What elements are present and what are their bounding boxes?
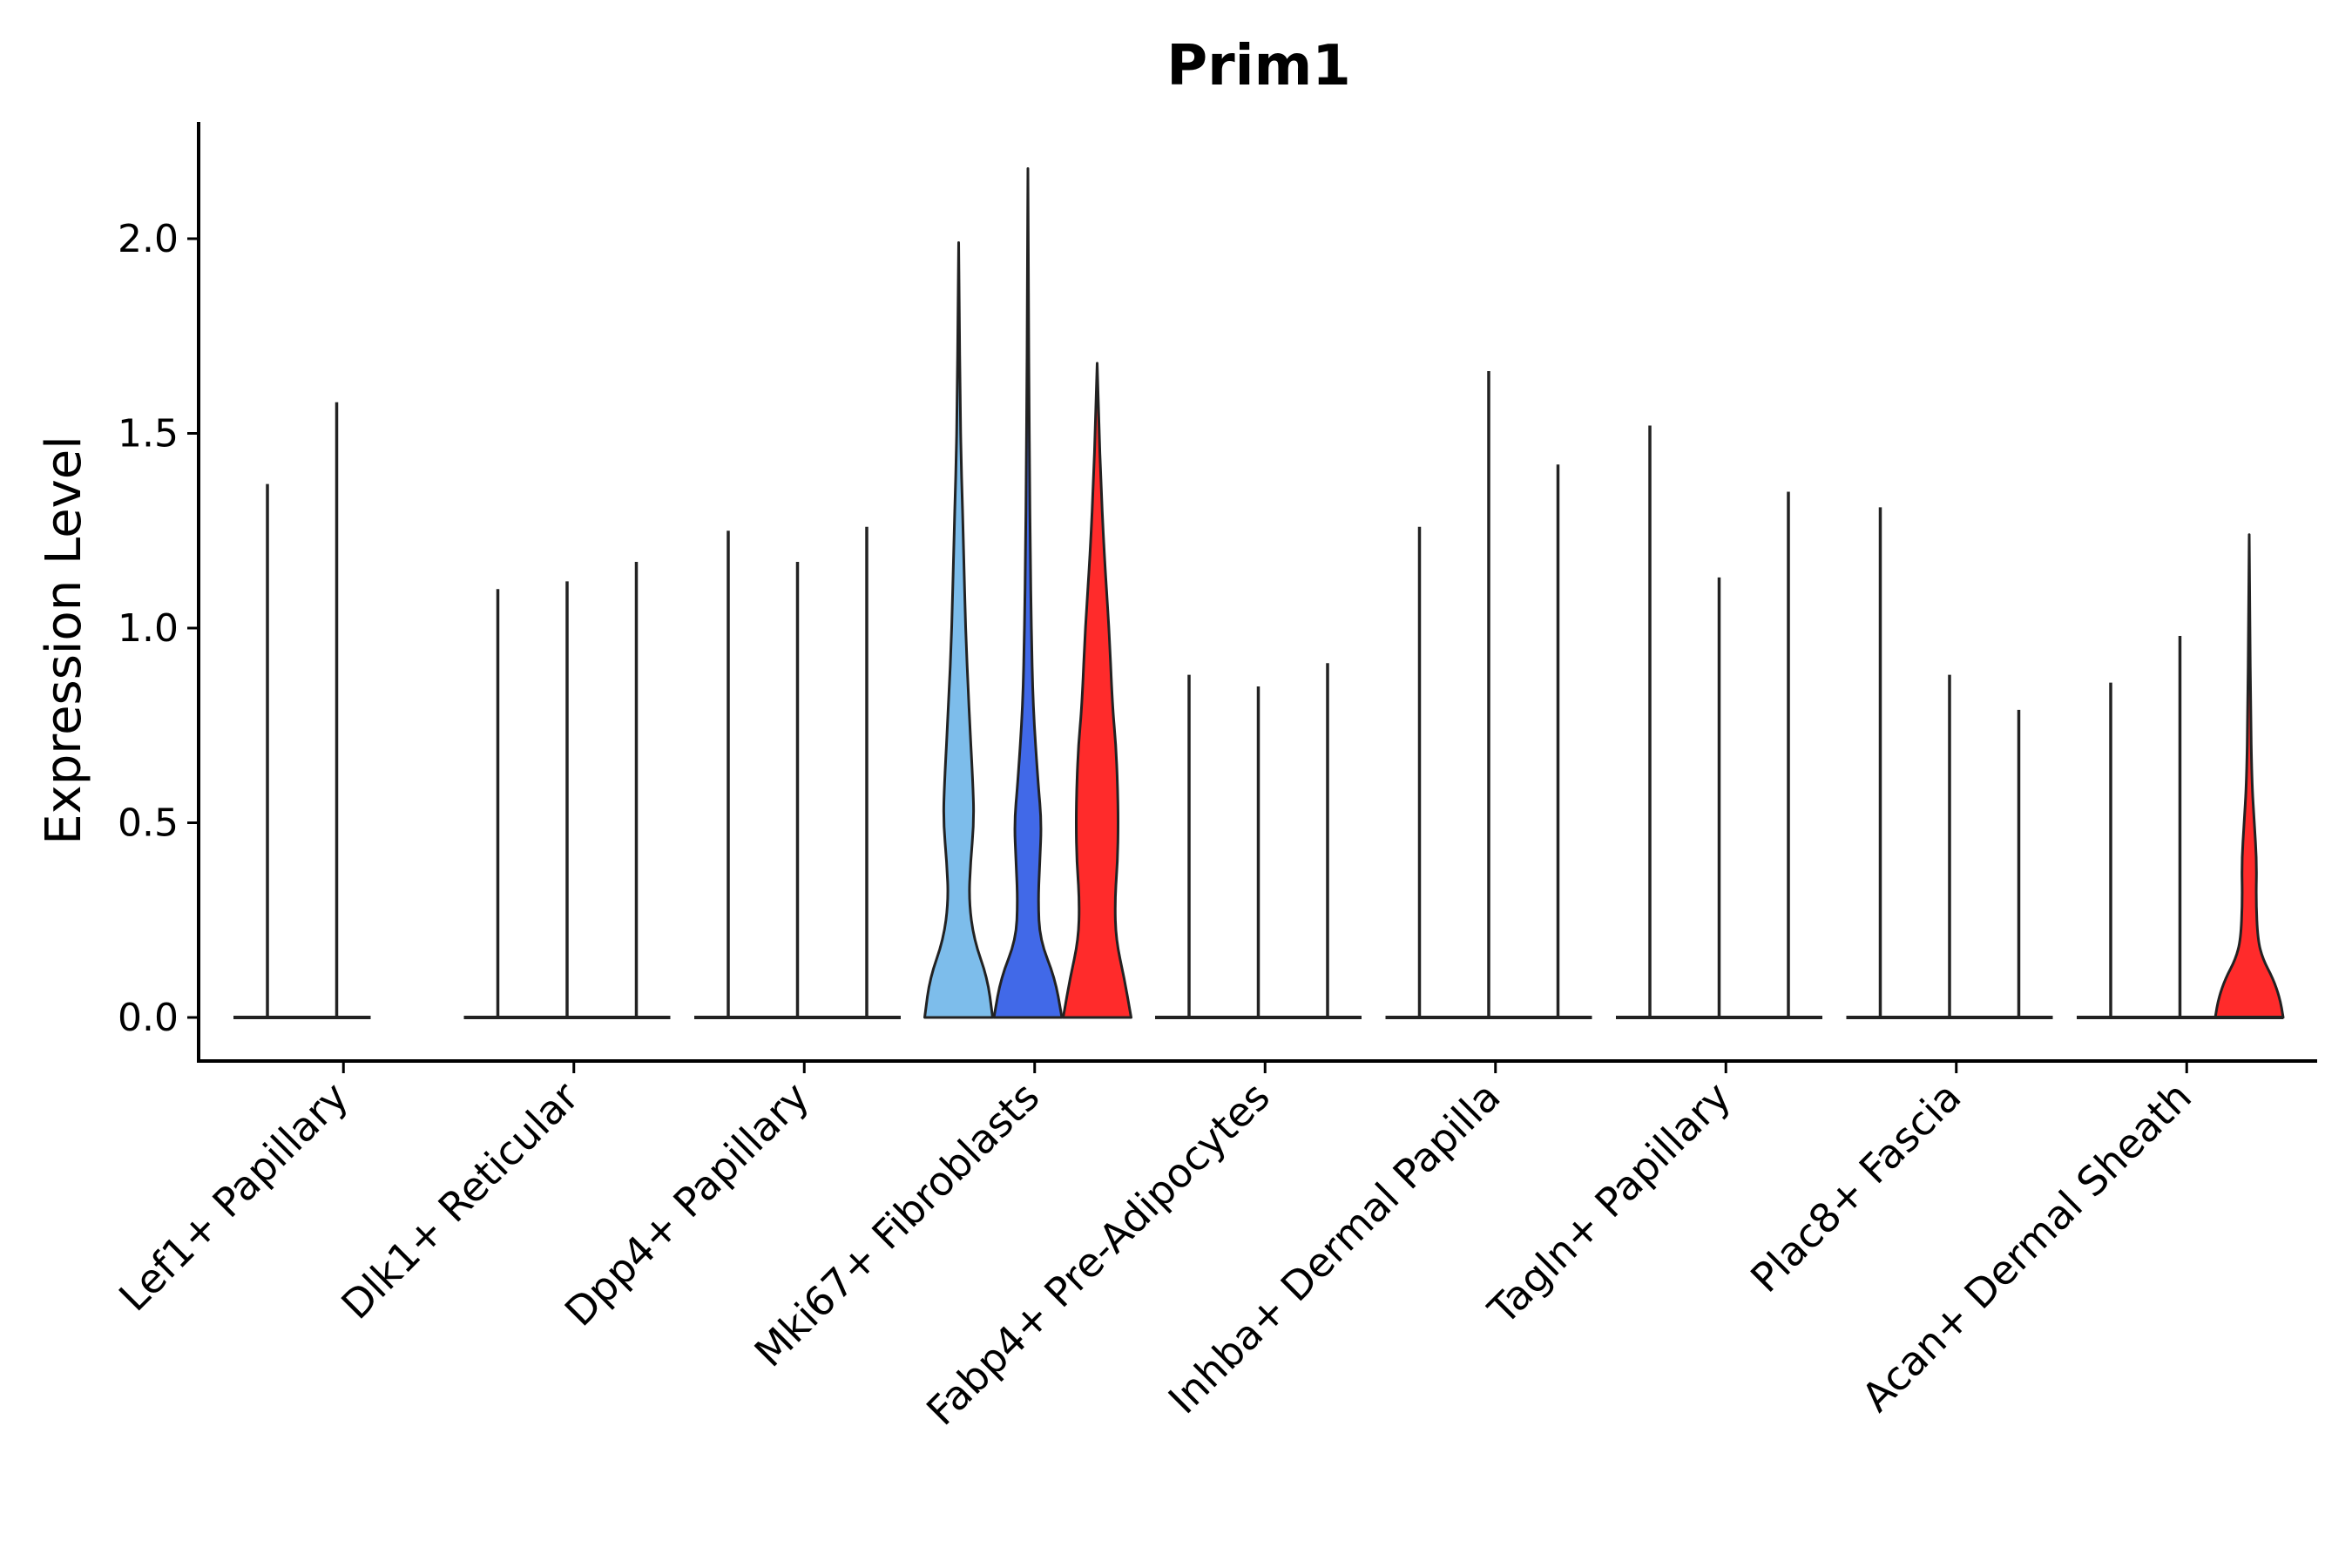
y-tick-label: 1.0 [118, 606, 179, 651]
violin-group [463, 562, 671, 1019]
violin-group [1846, 507, 2053, 1019]
violins [233, 167, 2285, 1019]
violin-group [1616, 425, 1822, 1019]
x-tick-label: Tagln+ Papillary [1478, 1073, 1740, 1335]
y-ticks: 0.0 0.5 1.0 1.5 2.0 [118, 217, 199, 1040]
x-tick-label: Dpp4+ Papillary [556, 1073, 818, 1335]
y-axis-label: Expression Level [36, 436, 92, 845]
x-tick-label: Dlk1+ Reticular [332, 1073, 587, 1328]
violin-shape [1062, 362, 1132, 1019]
violin-group [1155, 663, 1362, 1019]
violin-shape [992, 167, 1064, 1019]
violin-group [694, 526, 901, 1019]
violin-shape [2213, 533, 2285, 1019]
violin-group [923, 167, 1132, 1019]
violin-group [1385, 370, 1592, 1019]
violin-shape [923, 241, 994, 1019]
y-tick-label: 2.0 [118, 217, 179, 261]
x-tick-label: Plac8+ Fascia [1741, 1073, 1970, 1301]
y-tick-label: 0.0 [118, 996, 179, 1040]
violin-group [2077, 533, 2285, 1019]
x-tick-label: Lef1+ Papillary [110, 1073, 357, 1321]
chart-title: Prim1 [1166, 34, 1351, 98]
y-tick-label: 0.5 [118, 801, 179, 846]
y-tick-label: 1.5 [118, 412, 179, 456]
violin-group [233, 402, 371, 1019]
